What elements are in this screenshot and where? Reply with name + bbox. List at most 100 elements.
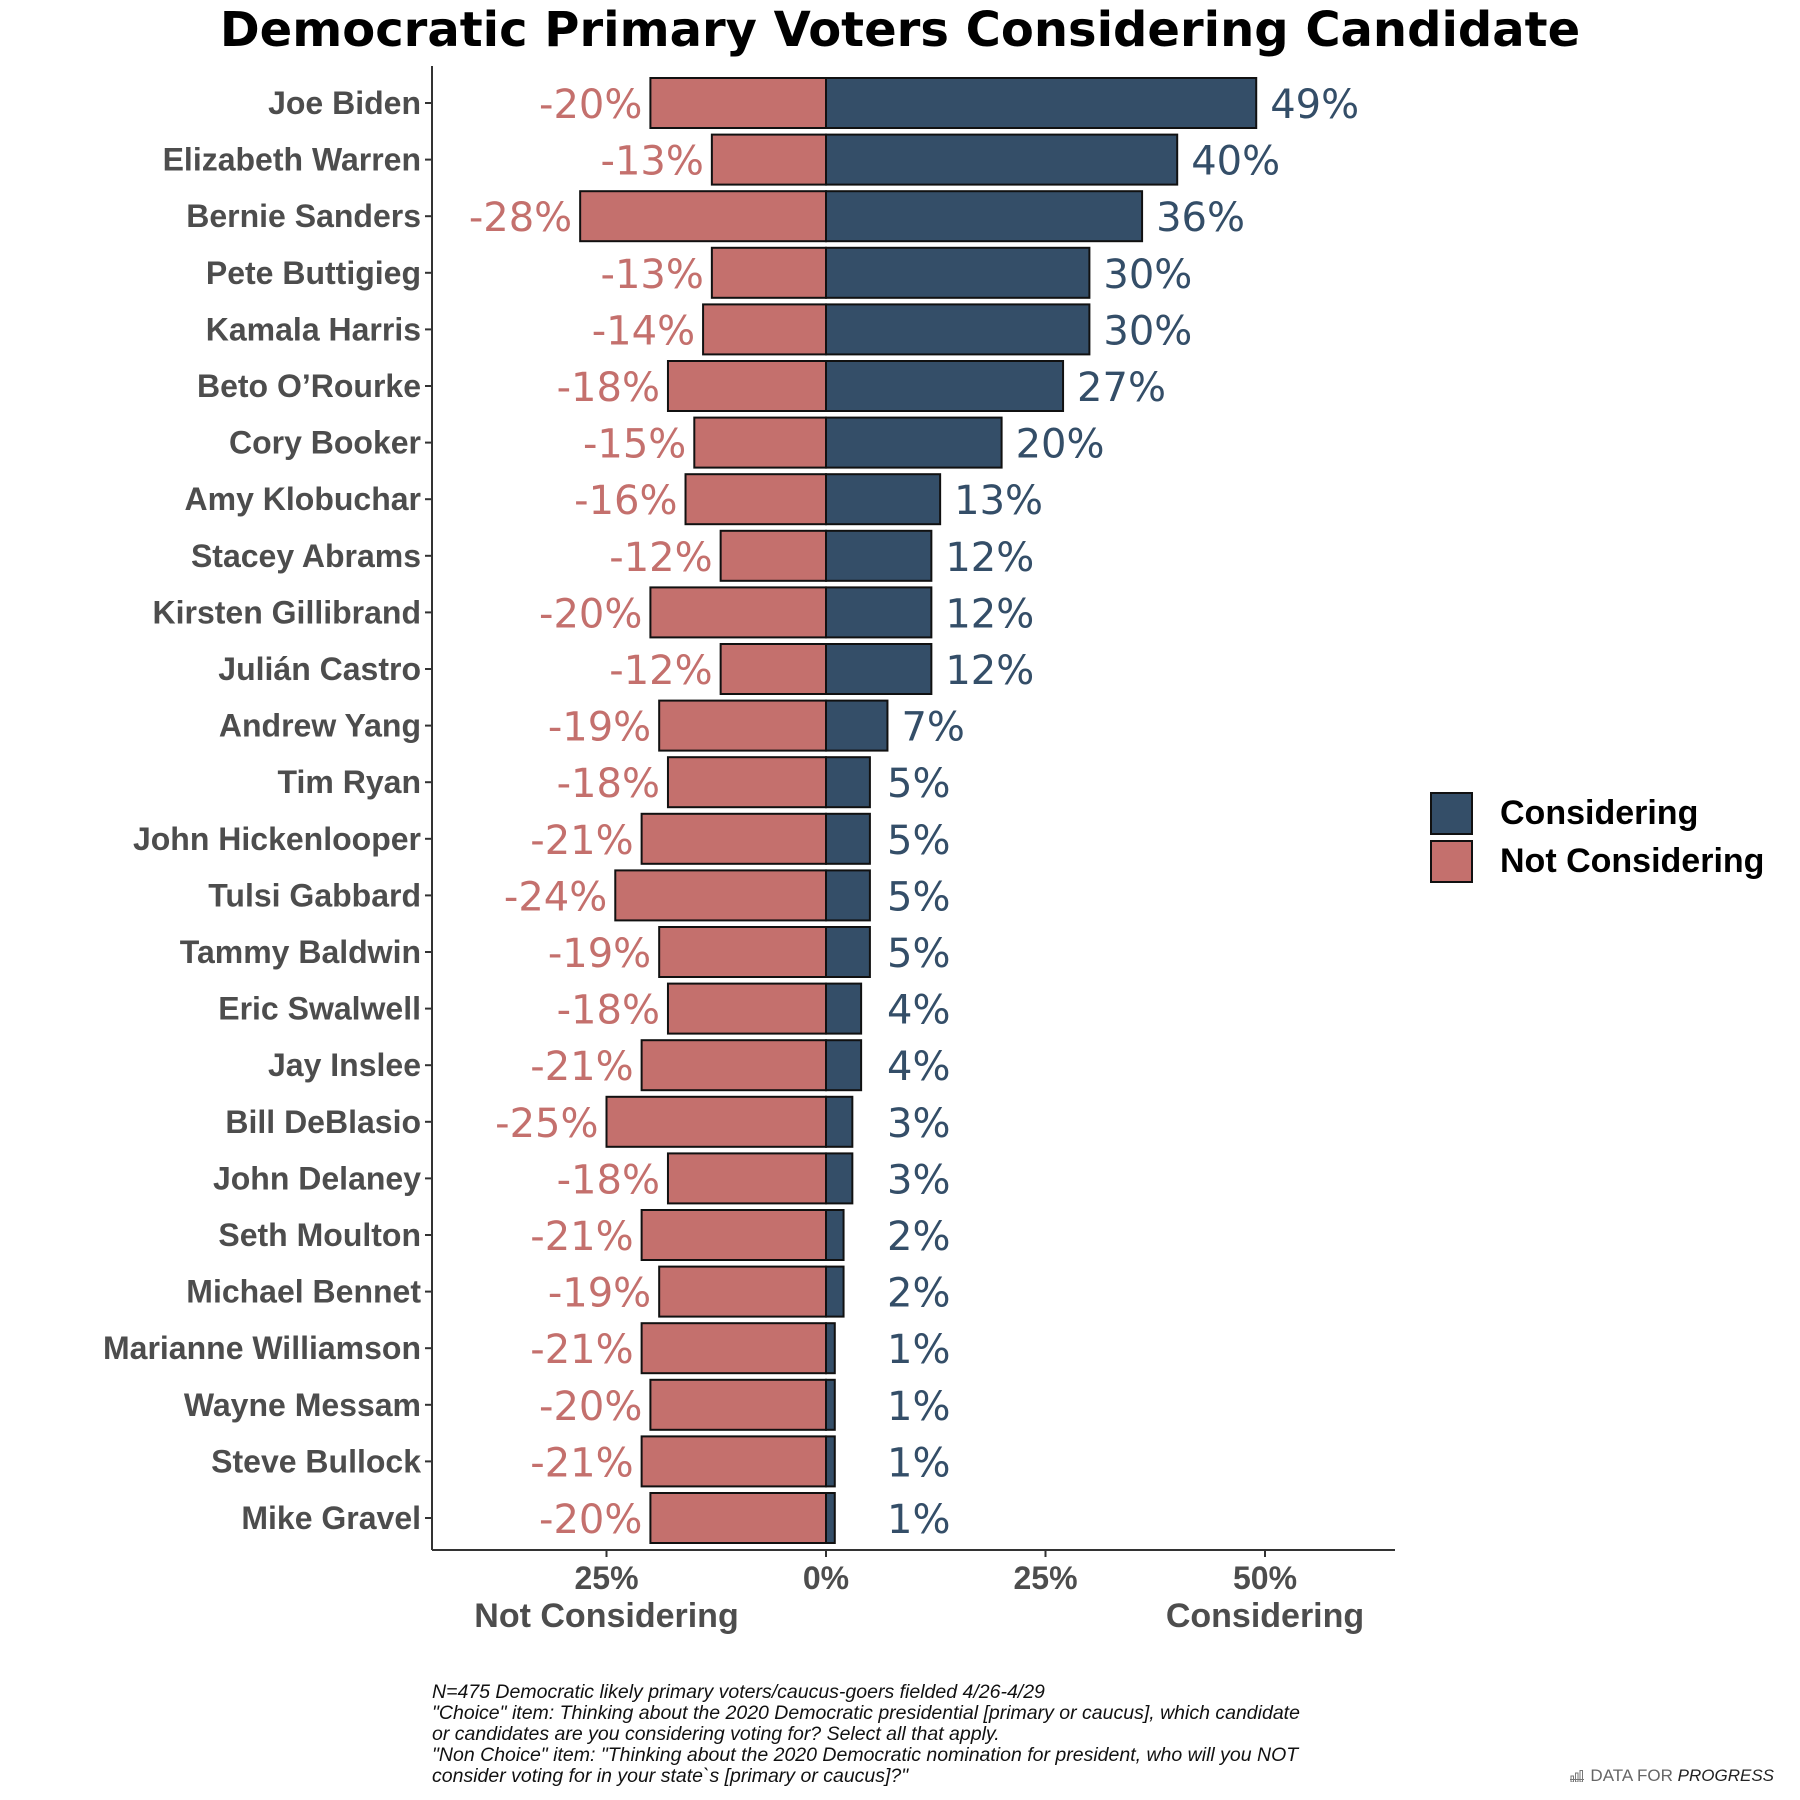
data-label-considering: 3% <box>887 1101 950 1147</box>
bar-considering <box>825 812 871 865</box>
category-label: Andrew Yang <box>219 708 421 744</box>
bar-not-considering <box>640 812 827 865</box>
bar-considering <box>825 1095 854 1148</box>
data-label-not-considering: -13% <box>601 252 704 298</box>
data-label-not-considering: -21% <box>530 818 633 864</box>
data-label-not-considering: -21% <box>530 1044 633 1090</box>
bar-not-considering <box>640 1039 827 1092</box>
data-label-considering: 36% <box>1156 195 1245 241</box>
data-label-considering: 27% <box>1077 365 1166 411</box>
bar-considering <box>825 246 1091 299</box>
bar-considering <box>825 360 1065 412</box>
bar-considering <box>825 1209 845 1261</box>
category-label: Kamala Harris <box>206 311 421 347</box>
bar-considering <box>825 77 1258 129</box>
data-label-considering: 5% <box>887 818 950 864</box>
category-label: Stacey Abrams <box>191 538 421 574</box>
category-label: Tammy Baldwin <box>180 934 421 970</box>
bar-considering <box>825 756 871 809</box>
category-label: Julián Castro <box>218 651 421 687</box>
labels-layer: Joe Biden -20% 49% Elizabeth Warren -13% 40% B… <box>103 82 1359 1543</box>
bar-considering <box>825 982 863 1035</box>
bar-considering <box>825 1378 836 1431</box>
data-label-not-considering: -13% <box>601 139 704 185</box>
category-label: Bill DeBlasio <box>225 1104 421 1140</box>
bar-considering <box>825 1039 863 1092</box>
bar-not-considering <box>719 643 828 695</box>
bar-not-considering <box>658 699 827 752</box>
data-label-not-considering: -20% <box>539 1384 642 1430</box>
data-label-not-considering: -20% <box>539 591 642 637</box>
data-label-not-considering: -16% <box>574 478 677 524</box>
data-label-not-considering: -19% <box>548 931 651 977</box>
bar-not-considering <box>579 190 827 243</box>
category-label: John Hickenlooper <box>133 821 421 857</box>
category-label: Michael Bennet <box>186 1274 421 1310</box>
data-label-considering: 1% <box>887 1384 950 1430</box>
data-label-not-considering: -18% <box>557 365 660 411</box>
bar-not-considering <box>640 1209 827 1261</box>
data-label-considering: 12% <box>945 591 1034 637</box>
category-label: Joe Biden <box>268 85 421 121</box>
data-label-considering: 4% <box>887 988 950 1034</box>
data-label-not-considering: -18% <box>557 1157 660 1203</box>
footnote-line: N=475 Democratic likely primary voters/c… <box>432 1681 1045 1703</box>
data-label-not-considering: -21% <box>530 1214 633 1260</box>
bar-not-considering <box>605 1095 827 1148</box>
category-label: Amy Klobuchar <box>185 481 421 517</box>
bar-not-considering <box>649 77 828 129</box>
category-label: Steve Bullock <box>211 1443 421 1479</box>
bar-considering <box>825 1322 836 1375</box>
bar-not-considering <box>614 869 828 922</box>
data-label-considering: 20% <box>1016 422 1105 468</box>
data-label-not-considering: -20% <box>539 82 642 128</box>
brand-emphasis: PROGRESS <box>1677 1766 1774 1785</box>
data-label-considering: 40% <box>1191 139 1280 185</box>
data-label-not-considering: -28% <box>469 195 572 241</box>
bar-considering <box>825 1435 836 1488</box>
data-label-considering: 2% <box>887 1214 950 1260</box>
category-label: Jay Inslee <box>268 1047 421 1083</box>
legend-label-considering: Considering <box>1500 794 1699 832</box>
category-label: Tim Ryan <box>278 764 421 800</box>
category-label: Bernie Sanders <box>186 198 421 234</box>
footnote-line: or candidates are you considering voting… <box>432 1723 1000 1745</box>
data-label-not-considering: -12% <box>609 648 712 694</box>
category-label: Tulsi Gabbard <box>208 877 421 913</box>
data-label-not-considering: -19% <box>548 705 651 751</box>
bars-layer <box>579 77 1258 1544</box>
bar-not-considering <box>640 1322 827 1375</box>
bar-not-considering <box>666 982 828 1035</box>
data-label-not-considering: -20% <box>539 1497 642 1543</box>
footnote-line: "Choice" item: Thinking about the 2020 D… <box>432 1702 1300 1724</box>
data-label-considering: 30% <box>1103 308 1192 354</box>
data-label-considering: 3% <box>887 1157 950 1203</box>
axes-layer: 25% 0% 25% 50% Not Considering Considering <box>425 66 1395 1635</box>
bar-considering <box>825 1492 836 1544</box>
brand-logo: DATA FOR PROGRESS <box>1570 1766 1774 1786</box>
legend-swatch-not-considering <box>1430 840 1473 883</box>
footnote-line: consider voting for in your state`s [pri… <box>432 1765 909 1787</box>
bar-not-considering <box>649 1492 828 1544</box>
data-label-considering: 30% <box>1103 252 1192 298</box>
bar-not-considering <box>658 926 827 978</box>
bar-not-considering <box>649 1378 828 1431</box>
data-label-considering: 13% <box>954 478 1043 524</box>
data-label-considering: 5% <box>887 874 950 920</box>
bar-not-considering <box>640 1435 827 1488</box>
data-label-not-considering: -25% <box>495 1101 598 1147</box>
data-label-considering: 12% <box>945 648 1034 694</box>
category-label: Eric Swalwell <box>218 991 421 1027</box>
data-label-considering: 4% <box>887 1044 950 1090</box>
category-label: Seth Moulton <box>218 1217 421 1253</box>
bar-considering <box>825 926 871 978</box>
bar-not-considering <box>666 756 828 809</box>
data-label-considering: 1% <box>887 1440 950 1486</box>
bar-not-considering <box>666 1152 828 1205</box>
bar-not-considering <box>693 416 827 469</box>
category-label: Mike Gravel <box>241 1500 421 1536</box>
data-label-considering: 1% <box>887 1497 950 1543</box>
category-label: Cory Booker <box>229 425 421 461</box>
data-label-considering: 5% <box>887 761 950 807</box>
footnote: N=475 Democratic likely primary voters/c… <box>432 1682 1392 1787</box>
